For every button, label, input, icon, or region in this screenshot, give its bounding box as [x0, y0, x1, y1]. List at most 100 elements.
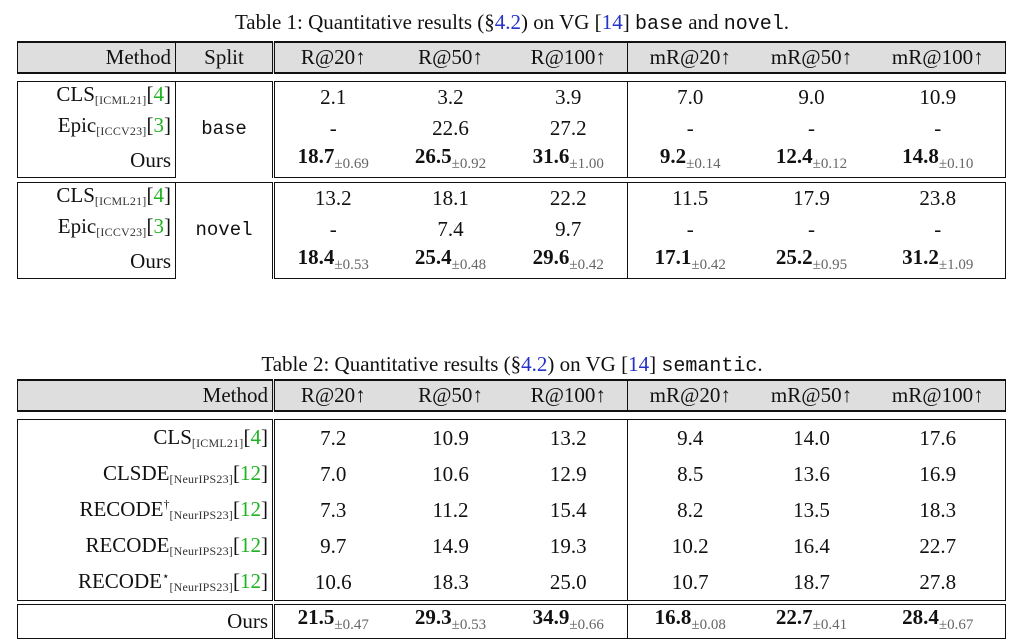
table-row: CLS[ICML21][4] 7.2 10.9 13.2 9.4 14.0 17… — [17, 419, 1006, 456]
method-cell: RECODE⋆[NeurIPS23][12] — [17, 564, 274, 601]
citation-link[interactable]: 12 — [240, 497, 261, 521]
value-cell: 3.9 — [509, 81, 628, 113]
column-header: Split — [175, 41, 274, 74]
value-cell: 11.2 — [432, 497, 469, 522]
value-cell: 10.9 — [870, 81, 1006, 113]
value-cell: 9.7 — [272, 528, 392, 564]
column-header: mR@100↑ — [870, 379, 1006, 412]
value-cell: 25.2±0.95 — [752, 245, 871, 279]
value-cell: 26.5±0.92 — [391, 144, 510, 178]
table-row: CLS[ICML21][4] novel 13.2 18.1 22.2 11.5… — [17, 182, 1006, 279]
value-cell: 29.6±0.42 — [509, 245, 628, 279]
value-cell: 22.6 — [432, 116, 469, 140]
caption-text: Table 1: Quantitative results (§ — [234, 10, 495, 34]
value-cell: 7.4 — [437, 217, 464, 241]
value-cell: 17.6 — [870, 419, 1006, 456]
caption-text: ] — [622, 10, 635, 34]
citation-link[interactable]: 12 — [240, 461, 261, 485]
value-cell: 12.4±0.12 — [752, 144, 871, 178]
value-cell: 16.9 — [870, 456, 1006, 492]
value-cell: 28.4±0.67 — [870, 604, 1006, 639]
table2-caption: Table 2: Quantitative results (§4.2) on … — [0, 352, 1024, 379]
value-cell: 18.7 — [752, 564, 871, 601]
value-cell: 16.8±0.08 — [627, 604, 753, 639]
value-cell: 14.9 — [432, 533, 469, 558]
table1-caption: Table 1: Quantitative results (§4.2) on … — [0, 10, 1024, 37]
value-cell: - — [808, 217, 815, 241]
method-cell: CLS[ICML21][4] — [17, 81, 176, 113]
caption-text: ) on VG [ — [520, 10, 602, 34]
value-cell: 31.2±1.09 — [870, 245, 1006, 279]
value-cell: 3.2 — [391, 81, 510, 113]
value-cell: - — [627, 113, 753, 144]
value-cell: 29.3±0.53 — [391, 604, 510, 639]
column-header: R@50↑ — [391, 41, 510, 74]
citation-link[interactable]: 4 — [153, 183, 165, 207]
value-cell: 22.7 — [870, 528, 1006, 564]
value-cell: 9.4 — [627, 419, 753, 456]
table-row: CLSDE[NeurIPS23][12] 7.0 10.6 12.9 8.5 1… — [17, 456, 1006, 492]
section-link[interactable]: 4.2 — [521, 352, 548, 376]
column-header: R@20↑ — [272, 41, 392, 74]
method-cell: RECODE[NeurIPS23][12] — [17, 528, 274, 564]
value-cell: 16.4 — [793, 533, 830, 558]
table-row-ours: Ours 18.4±0.53 25.4±0.48 29.6±0.42 17.1±… — [17, 245, 1006, 279]
value-cell: 10.6 — [432, 461, 469, 486]
value-cell: 8.2 — [627, 492, 753, 528]
column-header: R@100↑ — [509, 379, 628, 412]
citation-link[interactable]: 4 — [250, 425, 262, 449]
citation-link[interactable]: 4 — [153, 82, 165, 106]
split-name: base — [634, 13, 683, 36]
method-cell: Ours — [17, 245, 176, 279]
section-link[interactable]: 4.2 — [494, 10, 521, 34]
value-cell: 9.7 — [555, 217, 582, 241]
value-cell: 21.5±0.47 — [272, 604, 392, 639]
value-cell: - — [272, 113, 392, 144]
value-cell: 22.2 — [509, 182, 628, 214]
table2-header-row: Method R@20↑ R@50↑ R@100↑ mR@20↑ mR@50↑ … — [17, 379, 1006, 412]
method-cell: CLSDE[NeurIPS23][12] — [17, 456, 274, 492]
value-cell: - — [870, 214, 1006, 245]
value-cell: 7.0 — [272, 456, 392, 492]
method-cell: RECODE†[NeurIPS23][12] — [17, 492, 274, 528]
table-row: Epic[ICCV23][3] - 7.4 9.7 - - - — [17, 214, 1006, 245]
table1-header-row: Method Split R@20↑ R@50↑ R@100↑ mR@20↑ m… — [17, 41, 1006, 74]
value-cell: 18.3 — [391, 564, 510, 601]
table-row-ours: Ours 18.7±0.69 26.5±0.92 31.6±1.00 9.2±0… — [17, 144, 1006, 178]
citation-link[interactable]: 14 — [628, 352, 650, 376]
method-cell: CLS[ICML21][4] — [17, 419, 274, 456]
method-cell: Ours — [17, 604, 274, 639]
column-header: R@100↑ — [509, 41, 628, 74]
value-cell: 22.7±0.41 — [752, 604, 871, 639]
column-header: Method — [17, 41, 176, 74]
value-cell: - — [627, 214, 753, 245]
column-header: Method — [17, 379, 274, 412]
value-cell: - — [808, 116, 815, 140]
citation-link[interactable]: 14 — [601, 10, 623, 34]
table-row: Epic[ICCV23][3] - 22.6 27.2 - - - — [17, 113, 1006, 144]
split-cell: base — [175, 81, 274, 178]
value-cell: 10.6 — [272, 564, 392, 601]
citation-link[interactable]: 12 — [240, 533, 261, 557]
value-cell: 18.1 — [391, 182, 510, 214]
value-cell: 13.6 — [793, 461, 830, 486]
value-cell: 23.8 — [870, 182, 1006, 214]
citation-link[interactable]: 3 — [153, 113, 165, 137]
value-cell: 11.5 — [627, 182, 753, 214]
method-cell: CLS[ICML21][4] — [17, 182, 176, 214]
value-cell: 19.3 — [549, 533, 587, 558]
split-name: novel — [723, 13, 784, 36]
table-row-ours: Ours 21.5±0.47 29.3±0.53 34.9±0.66 16.8±… — [17, 604, 1006, 639]
citation-link[interactable]: 3 — [153, 214, 165, 238]
table-row: RECODE⋆[NeurIPS23][12] 10.6 18.3 25.0 10… — [17, 564, 1006, 601]
caption-text: and — [682, 10, 724, 34]
value-cell: 7.2 — [272, 419, 392, 456]
column-header: mR@100↑ — [870, 41, 1006, 74]
value-cell: 13.2 — [272, 182, 392, 214]
citation-link[interactable]: 12 — [240, 569, 261, 593]
caption-text: . — [757, 352, 763, 376]
value-cell: 9.2±0.14 — [627, 144, 753, 178]
value-cell: 34.9±0.66 — [509, 604, 628, 639]
value-cell: 18.7±0.69 — [272, 144, 392, 178]
column-header: mR@50↑ — [752, 41, 871, 74]
